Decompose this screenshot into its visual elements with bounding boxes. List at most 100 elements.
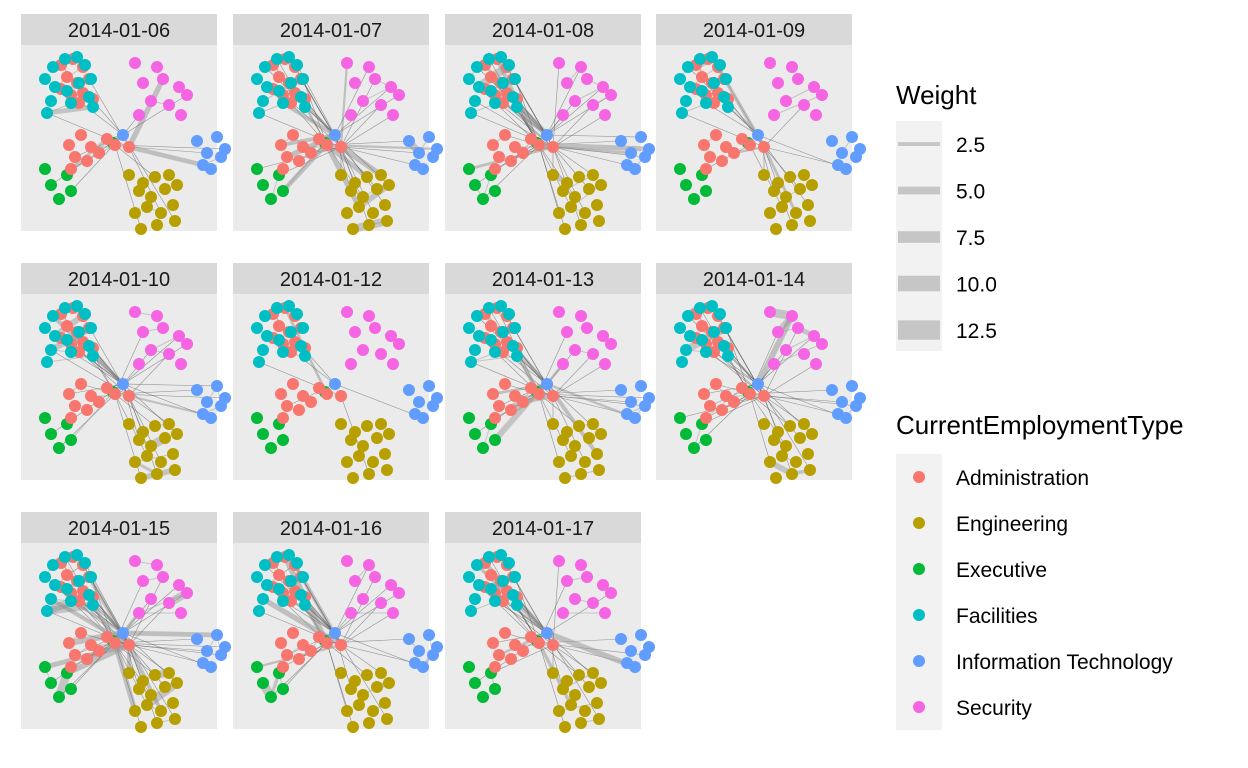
node (141, 201, 153, 213)
node (517, 645, 529, 657)
node (83, 340, 95, 352)
edge (334, 632, 424, 668)
edge (727, 106, 759, 136)
node (39, 163, 51, 175)
node (487, 637, 499, 649)
node (369, 571, 381, 583)
node (151, 559, 163, 571)
node (599, 607, 611, 619)
node (211, 131, 223, 143)
edge (340, 146, 378, 190)
node (87, 350, 99, 362)
node (587, 169, 599, 181)
node (840, 163, 852, 175)
edge (334, 383, 424, 419)
node (335, 169, 347, 181)
node (65, 661, 77, 673)
type-legend-key (913, 609, 925, 621)
node (141, 699, 153, 711)
node (485, 569, 497, 581)
node (87, 599, 99, 611)
node (559, 472, 571, 484)
edge (552, 644, 590, 688)
node (69, 151, 81, 163)
node (413, 396, 425, 408)
node (159, 681, 171, 693)
node (321, 139, 333, 151)
node (151, 219, 163, 231)
edge (122, 584, 180, 634)
edge (356, 182, 392, 210)
node (181, 587, 193, 599)
node (283, 549, 295, 561)
node (505, 155, 517, 167)
node (49, 81, 61, 93)
node (764, 207, 776, 219)
node (541, 627, 553, 639)
node (41, 107, 53, 119)
employment-type-legend-title: CurrentEmploymentType (896, 410, 1184, 440)
node (305, 147, 317, 159)
node (63, 637, 75, 649)
node (423, 131, 435, 143)
node (287, 129, 299, 141)
node (469, 95, 481, 107)
facet-strip (233, 14, 429, 45)
node (277, 595, 289, 607)
edge (122, 630, 218, 638)
node (764, 456, 776, 468)
edge (69, 137, 109, 171)
node (573, 420, 585, 432)
node (63, 388, 75, 400)
node (696, 71, 708, 83)
edge (490, 644, 554, 674)
node (499, 129, 511, 141)
node (295, 589, 307, 601)
edge (763, 146, 839, 166)
node (706, 51, 718, 63)
node (259, 559, 271, 571)
edge (749, 363, 775, 395)
node (151, 717, 163, 729)
node (73, 575, 85, 587)
node (680, 344, 692, 356)
node (123, 141, 135, 153)
node (423, 380, 435, 392)
facet-strip-label: 2014-01-15 (68, 518, 170, 540)
node (345, 185, 357, 197)
node (547, 667, 559, 679)
edge (340, 78, 376, 148)
edge (340, 644, 416, 664)
facet-strip (21, 263, 217, 294)
node (173, 81, 185, 93)
node (495, 300, 507, 312)
node (583, 681, 595, 693)
edge (134, 453, 174, 463)
node (615, 633, 627, 645)
node (714, 308, 726, 320)
node (61, 85, 73, 97)
node (489, 97, 501, 109)
edge (703, 383, 759, 395)
node (261, 81, 273, 93)
node (205, 163, 217, 175)
edge (114, 393, 156, 427)
node (201, 147, 213, 159)
node (363, 61, 375, 73)
node (47, 310, 59, 322)
edge (546, 382, 636, 420)
node (87, 101, 99, 113)
type-legend-label: Administration (956, 467, 1089, 490)
node (573, 171, 585, 183)
node (211, 629, 223, 641)
node (145, 593, 157, 605)
node (149, 420, 161, 432)
node (349, 77, 361, 89)
edge (68, 383, 124, 395)
node (772, 77, 784, 89)
node (808, 330, 820, 342)
node (39, 322, 51, 334)
node (511, 599, 523, 611)
node (635, 629, 647, 641)
facet-strip (445, 263, 641, 294)
